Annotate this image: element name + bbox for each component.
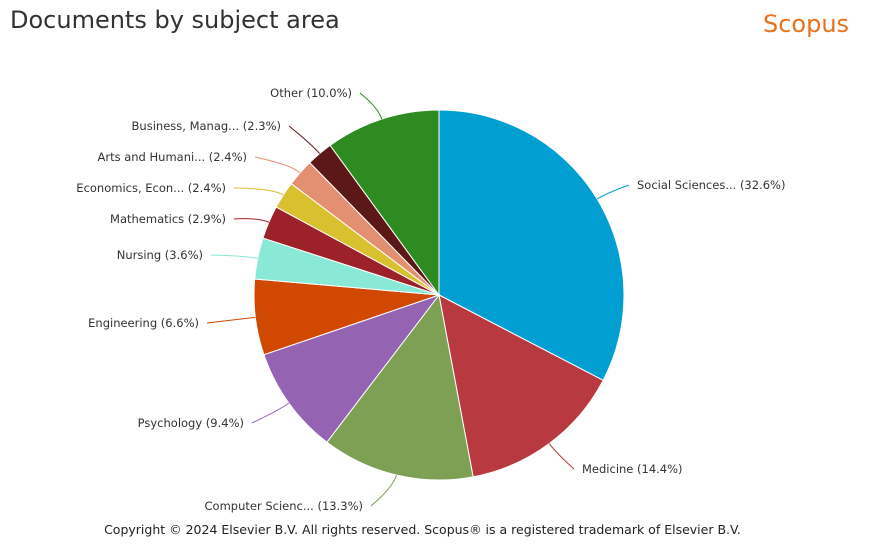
leader-line [251,402,290,424]
page-title: Documents by subject area [10,6,340,34]
leader-line [288,125,321,154]
pie-slice-medicine[interactable] [438,294,604,478]
scopus-logo[interactable]: Scopus [763,10,850,38]
slice-label: Nursing (3.6%) [117,248,203,262]
leader-line [206,316,256,324]
slice-label: Mathematics (2.9%) [110,212,226,226]
slice-label: Computer Scienc... (13.3%) [205,499,363,513]
leader-line [233,187,284,196]
copyright-footer: Copyright © 2024 Elsevier B.V. All right… [104,522,741,537]
pie-leader-lines [206,92,630,507]
pie-slice-psychology[interactable] [263,293,441,443]
pie-slice-other[interactable] [329,109,440,297]
slice-label: Business, Manag... (2.3%) [132,119,281,133]
slice-label: Engineering (6.6%) [88,316,199,330]
slice-label: Economics, Econ... (2.4%) [76,181,226,195]
pie-labels: Social Sciences... (32.6%) Medicine (14.4… [76,86,785,513]
pie-slices [253,109,625,481]
leader-line [359,92,383,120]
slice-label: Psychology (9.4%) [138,416,244,430]
leader-line [254,156,301,174]
leader-line [370,474,397,507]
slice-label: Social Sciences... (32.6%) [637,178,785,192]
slice-label: Medicine (14.4%) [582,462,683,476]
slice-label: Arts and Humani... (2.4%) [97,150,247,164]
leader-line [210,254,258,259]
leader-line [596,184,630,200]
pie-chart: Social Sciences... (32.6%) Medicine (14.4… [76,86,785,513]
slice-label: Other (10.0%) [270,86,352,100]
leader-line [233,218,270,223]
leader-line [548,443,575,470]
